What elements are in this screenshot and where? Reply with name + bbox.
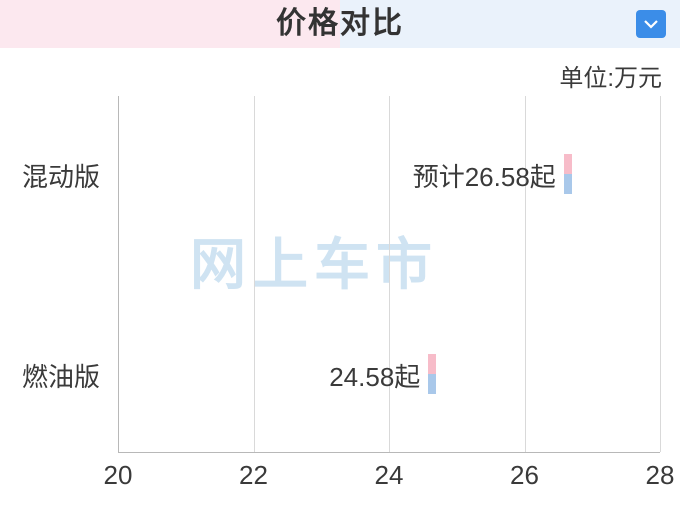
- chevron-down-icon: [643, 19, 659, 29]
- price-chart: 2022242628混动版预计26.58起燃油版24.58起: [0, 96, 680, 452]
- x-tick-label: 26: [510, 460, 539, 491]
- bar-seg-bottom: [428, 374, 436, 394]
- x-tick-label: 28: [646, 460, 675, 491]
- category-label-hybrid: 混动版: [22, 157, 100, 194]
- value-label-fuel: 24.58起: [329, 357, 420, 394]
- y-axis-line: [118, 96, 119, 452]
- category-label-fuel: 燃油版: [22, 357, 100, 394]
- bar-seg-top: [564, 154, 572, 174]
- title-bar: 价格对比: [0, 0, 680, 48]
- gridline: [525, 96, 526, 452]
- gridline: [660, 96, 661, 452]
- x-tick-label: 20: [104, 460, 133, 491]
- gridline: [389, 96, 390, 452]
- x-tick-label: 24: [375, 460, 404, 491]
- chart-title: 价格对比: [0, 0, 680, 48]
- bar-hybrid: [564, 154, 572, 194]
- x-axis-line: [118, 452, 660, 453]
- gridline: [254, 96, 255, 452]
- bar-fuel: [428, 354, 436, 394]
- value-label-hybrid: 预计26.58起: [413, 157, 556, 194]
- bar-seg-top: [428, 354, 436, 374]
- dropdown-button[interactable]: [636, 10, 666, 38]
- unit-label: 单位:万元: [559, 58, 662, 93]
- bar-seg-bottom: [564, 174, 572, 194]
- x-tick-label: 22: [239, 460, 268, 491]
